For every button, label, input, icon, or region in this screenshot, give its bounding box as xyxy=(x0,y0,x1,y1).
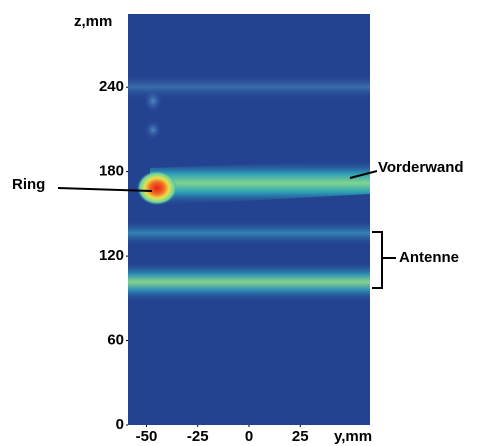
x-tick-label: -50 xyxy=(136,428,158,445)
annotation: Ring xyxy=(12,176,45,193)
annotation-bracket xyxy=(372,231,396,289)
y-tick-label: 180 xyxy=(99,163,124,180)
blob xyxy=(144,120,162,140)
hot-spot xyxy=(137,171,177,205)
heatmap xyxy=(128,14,370,425)
annotation: Antenne xyxy=(399,249,459,266)
x-tick-label: 25 xyxy=(292,428,309,445)
y-tick-label: 0 xyxy=(116,416,124,433)
band xyxy=(150,160,370,206)
x-tick-label: 0 xyxy=(245,428,253,445)
band xyxy=(128,74,370,100)
annotation: Vorderwand xyxy=(378,159,464,176)
band xyxy=(128,262,370,302)
y-tick-label: 60 xyxy=(107,332,124,349)
x-axis-label: y,mm xyxy=(334,428,372,445)
y-axis-label: z,mm xyxy=(74,13,112,30)
annotation-line xyxy=(349,170,378,179)
band xyxy=(128,220,370,246)
blob xyxy=(143,89,163,113)
y-tick-label: 240 xyxy=(99,78,124,95)
x-tick-label: -25 xyxy=(187,428,209,445)
annotation-line xyxy=(57,187,153,192)
y-tick-label: 120 xyxy=(99,247,124,264)
